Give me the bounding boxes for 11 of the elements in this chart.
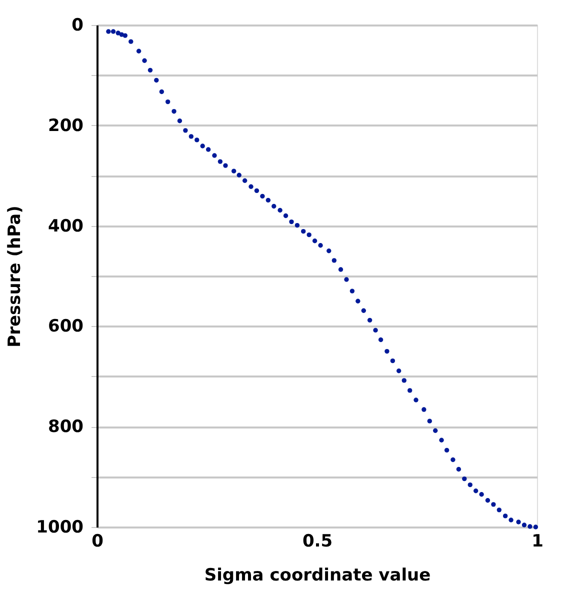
x-axis-title: Sigma coordinate value xyxy=(204,566,431,586)
y-tick-label: 400 xyxy=(48,216,84,236)
y-tick-label: 800 xyxy=(48,417,84,438)
y-axis-title: Pressure (hPa) xyxy=(5,206,26,348)
y-tick-label: 600 xyxy=(48,316,84,337)
y-tick-label: 0 xyxy=(72,16,84,36)
y-tick-label: 200 xyxy=(48,116,84,136)
x-tick-label: 0 xyxy=(92,532,104,552)
x-tick-label: 0.5 xyxy=(302,532,333,552)
y-tick-label: 1000 xyxy=(36,518,84,538)
x-tick-label: 1 xyxy=(532,532,544,552)
